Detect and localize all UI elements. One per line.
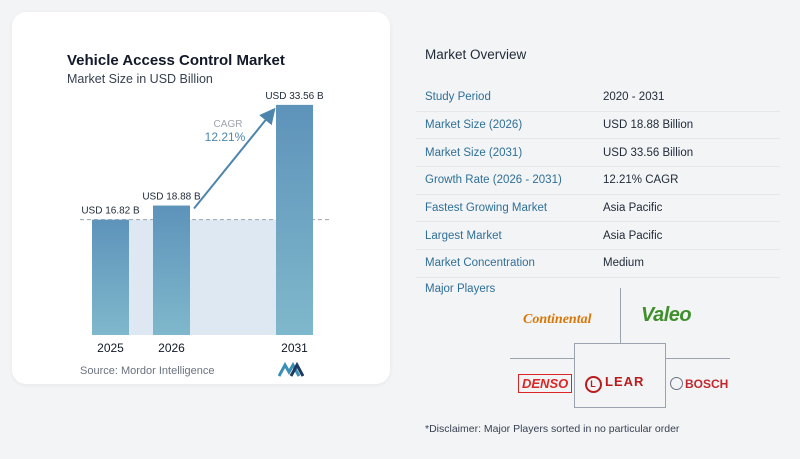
- overview-row: Market Concentration Medium: [416, 250, 780, 278]
- bosch-mark-icon: [670, 377, 683, 390]
- overview-value: USD 33.56 Billion: [603, 146, 694, 159]
- overview-label: Market Size (2031): [425, 146, 523, 159]
- overview-value: 2020 - 2031: [603, 91, 665, 104]
- category-label: 2026: [158, 341, 185, 355]
- lear-mark-icon: L: [585, 376, 602, 393]
- players-title: Major Players: [425, 283, 496, 295]
- overview-row: Market Size (2026) USD 18.88 Billion: [416, 112, 780, 140]
- valeo-logo: Valeo: [641, 304, 692, 326]
- bosch-logo: BOSCH: [670, 377, 728, 391]
- disclaimer: *Disclaimer: Major Players sorted in no …: [425, 423, 680, 435]
- reference-band: [129, 219, 276, 335]
- cagr-label: CAGR: [214, 119, 243, 130]
- grid-divider: [574, 407, 665, 408]
- players-logo-grid: Continental Valeo DENSO L LEAR BOSCH: [510, 288, 730, 408]
- overview-label: Fastest Growing Market: [425, 202, 548, 215]
- overview-row: Study Period 2020 - 2031: [416, 84, 780, 112]
- data-label: USD 16.82 B: [81, 206, 140, 217]
- overview-row: Largest Market Asia Pacific: [416, 222, 780, 251]
- bar-2025: [92, 219, 129, 335]
- data-label: USD 33.56 B: [265, 91, 324, 102]
- cagr-arrow: [193, 107, 276, 210]
- overview-label: Market Concentration: [425, 257, 535, 270]
- continental-logo: Continental: [523, 312, 592, 327]
- grid-divider: [510, 358, 574, 359]
- bar-chart: USD 16.82 B 2025 USD 18.88 B 2026 USD 33.56 …: [80, 91, 330, 355]
- overview-label: Growth Rate (2026 - 2031): [425, 174, 562, 187]
- overview-row: Market Size (2031) USD 33.56 Billion: [416, 139, 780, 168]
- overview-value: Asia Pacific: [603, 229, 663, 242]
- overview-row: Growth Rate (2026 - 2031) 12.21% CAGR: [416, 167, 780, 195]
- overview-label: Market Size (2026): [425, 119, 523, 132]
- overview-row: Fastest Growing Market Asia Pacific: [416, 195, 780, 223]
- mordor-logo-icon: [278, 362, 304, 377]
- overview-label: Study Period: [425, 91, 491, 104]
- overview-value: Medium: [603, 257, 644, 270]
- overview-title: Market Overview: [425, 47, 527, 62]
- category-label: 2031: [281, 341, 308, 355]
- category-label: 2025: [97, 341, 124, 355]
- grid-divider: [665, 343, 666, 408]
- cagr-value: 12.21%: [205, 130, 246, 144]
- overview-table: Study Period 2020 - 2031 Market Size (2026…: [416, 84, 780, 278]
- grid-divider: [574, 343, 575, 408]
- grid-divider: [574, 343, 665, 344]
- data-label: USD 18.88 B: [142, 192, 201, 203]
- overview-value: USD 18.88 Billion: [603, 119, 694, 132]
- overview-label: Largest Market: [425, 229, 502, 242]
- lear-logo-text: LEAR: [605, 374, 645, 389]
- bosch-logo-text: BOSCH: [685, 377, 729, 391]
- grid-divider: [620, 288, 621, 343]
- bar-2026: [153, 205, 190, 335]
- source-text: Source: Mordor Intelligence: [80, 365, 215, 377]
- denso-logo: DENSO: [518, 374, 573, 393]
- overview-value: Asia Pacific: [603, 202, 663, 215]
- chart-title: Vehicle Access Control Market: [67, 52, 285, 69]
- grid-divider: [665, 358, 730, 359]
- bar-2031: [276, 104, 313, 335]
- lear-logo: L LEAR: [585, 374, 644, 393]
- overview-value: 12.21% CAGR: [603, 174, 679, 187]
- chart-subtitle: Market Size in USD Billion: [67, 72, 213, 86]
